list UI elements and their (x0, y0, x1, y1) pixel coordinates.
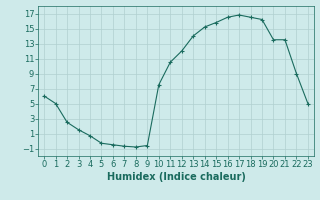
X-axis label: Humidex (Indice chaleur): Humidex (Indice chaleur) (107, 172, 245, 182)
